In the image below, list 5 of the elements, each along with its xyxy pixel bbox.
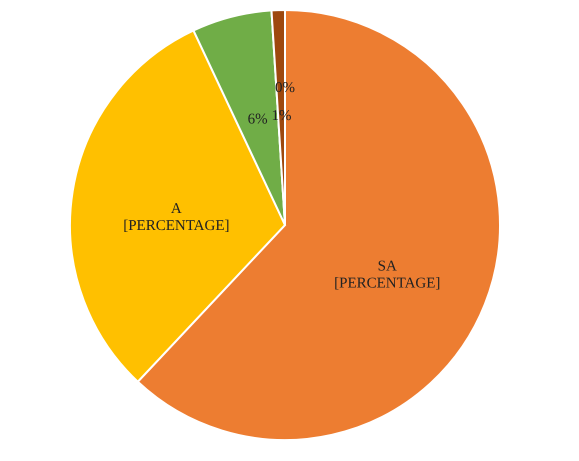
slice-label: SA (378, 258, 398, 274)
data-label: [PERCENTAGE] (334, 275, 440, 292)
data-label: [PERCENTAGE] (123, 218, 230, 234)
data-label: 6% (248, 111, 268, 128)
slice-label: A (170, 200, 182, 217)
